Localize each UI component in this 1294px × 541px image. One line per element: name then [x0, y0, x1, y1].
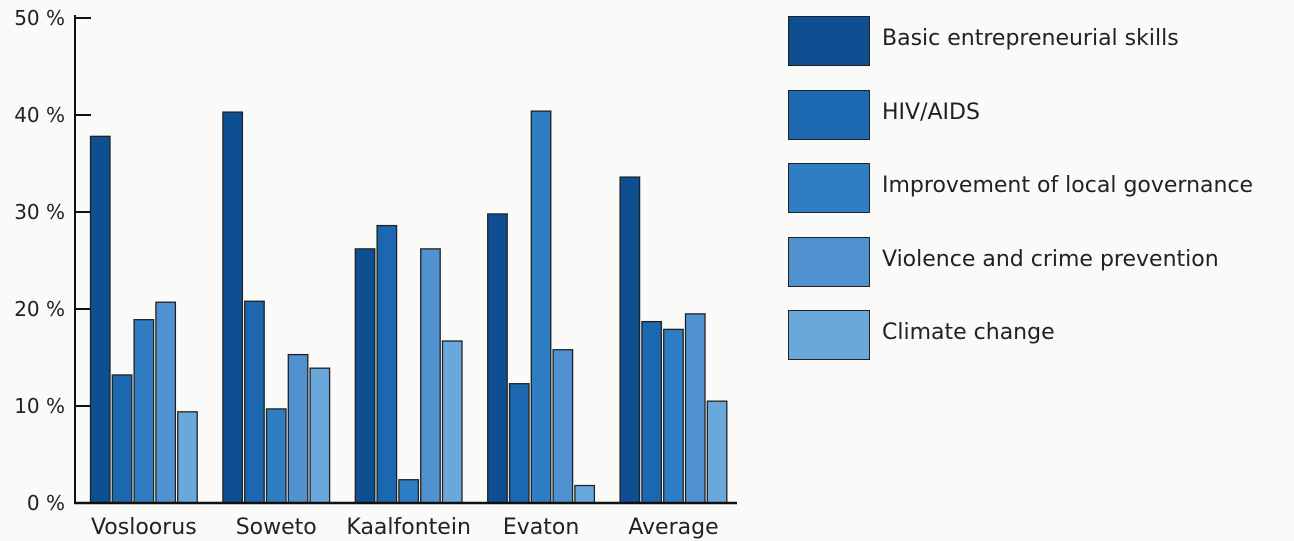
bar — [111, 374, 133, 504]
bar — [222, 111, 244, 504]
legend-swatch — [788, 236, 870, 287]
y-axis: 0 % 10 % 20 % 30 % 40 % 50 % — [14, 6, 91, 515]
bar — [420, 248, 441, 504]
legend-label: Improvement of local governance — [882, 173, 1254, 198]
bar — [552, 349, 574, 504]
y-tick-label: 30 % — [14, 200, 65, 224]
legend-swatch — [788, 163, 870, 213]
bar — [574, 484, 596, 504]
y-tick-label: 50 % — [14, 6, 65, 30]
bar — [265, 408, 287, 504]
bar — [508, 383, 530, 504]
bar — [244, 300, 265, 504]
bar — [89, 135, 111, 504]
bar — [398, 479, 420, 504]
bar — [287, 353, 309, 504]
bar — [619, 176, 641, 504]
bar — [441, 340, 463, 504]
bar — [133, 319, 155, 504]
y-tick-label: 40 % — [14, 103, 65, 127]
bar — [487, 213, 508, 504]
y-tick-label: 10 % — [14, 394, 65, 418]
x-category-label: Average — [628, 515, 718, 540]
legend-label: Basic entrepreneurial skills — [882, 26, 1179, 51]
bars — [89, 110, 728, 504]
legend-label: Violence and crime prevention — [882, 246, 1219, 272]
bar — [684, 313, 706, 504]
x-axis: Vosloorus Soweto Kaalfontein Evaton Average — [74, 501, 737, 540]
bar — [663, 328, 684, 504]
bar-chart: 0 % 10 % 20 % 30 % 40 % 50 % Vosloorus Soweto K… — [14, 6, 737, 540]
bar — [354, 248, 376, 504]
x-category-label: Kaalfontein — [346, 515, 470, 540]
y-tick-label: 20 % — [14, 297, 65, 321]
legend-label: Climate change — [882, 320, 1055, 345]
legend-swatch — [788, 16, 870, 66]
y-tick-label: 0 % — [27, 491, 65, 515]
legend-label: HIV/AIDS — [882, 99, 980, 125]
bar — [530, 110, 552, 504]
bar — [309, 367, 331, 504]
legend-swatch — [788, 89, 870, 140]
x-category-label: Evaton — [503, 515, 579, 540]
legend-swatch — [788, 310, 870, 360]
x-category-label: Soweto — [236, 515, 317, 540]
x-category-label: Vosloorus — [91, 515, 197, 540]
bar — [641, 320, 663, 504]
bar — [706, 400, 728, 504]
bar — [376, 224, 398, 504]
bar — [177, 411, 198, 504]
bar — [155, 301, 177, 504]
